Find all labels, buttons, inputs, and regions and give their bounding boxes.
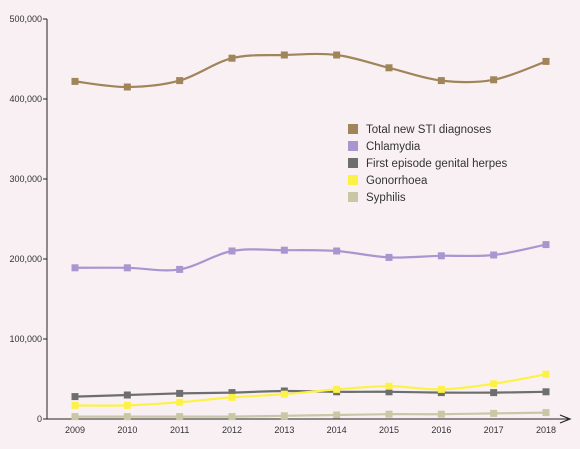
legend-swatch: [348, 124, 358, 134]
data-point: [333, 247, 341, 255]
legend-label: Gonorrhoea: [366, 175, 428, 187]
data-point: [542, 370, 550, 378]
data-point: [280, 412, 288, 420]
x-axis-ticks: 2009 2010 2011 2012 2013 2014 2015 2016 2017 2018: [65, 425, 556, 435]
chart-legend: Total new STI diagnoses Chlamydia First ep…: [348, 124, 508, 204]
series-line: [75, 411, 547, 418]
data-point: [123, 413, 131, 421]
y-tick-label: 200,000: [9, 254, 42, 264]
x-tick-label: 2010: [117, 425, 137, 435]
data-point: [490, 409, 498, 417]
legend-label: Total new STI diagnoses: [366, 124, 492, 136]
data-point: [437, 77, 445, 85]
data-point: [123, 83, 131, 91]
data-point: [333, 411, 341, 419]
series-2: [71, 241, 550, 273]
data-point: [228, 54, 236, 62]
y-tick-label: 100,000: [9, 334, 42, 344]
series-3: [71, 387, 550, 401]
data-point: [228, 247, 236, 255]
legend-swatch: [348, 175, 358, 185]
series-line: [74, 52, 547, 89]
data-point: [490, 76, 498, 84]
data-point: [280, 246, 288, 254]
data-point: [123, 391, 131, 399]
data-point: [333, 51, 341, 59]
y-tick-label: 300,000: [9, 174, 42, 184]
data-point: [176, 413, 184, 421]
x-tick-label: 2009: [65, 425, 85, 435]
chart-series: [71, 51, 550, 421]
data-point: [176, 77, 184, 85]
legend-swatch: [348, 141, 358, 151]
data-point: [280, 390, 288, 398]
data-point: [176, 389, 184, 397]
x-tick-label: 2011: [170, 425, 189, 435]
data-point: [542, 409, 550, 417]
data-point: [71, 393, 79, 401]
data-point: [542, 388, 550, 396]
data-point: [542, 241, 550, 249]
data-point: [385, 253, 393, 261]
data-point: [123, 264, 131, 272]
data-point: [385, 388, 393, 396]
data-point: [490, 380, 498, 388]
data-point: [228, 393, 236, 401]
x-axis-arrow-icon: [559, 414, 572, 424]
data-point: [437, 410, 445, 418]
data-point: [280, 51, 288, 59]
data-point: [385, 410, 393, 418]
y-tick-label: 0: [37, 414, 42, 424]
data-point: [123, 401, 131, 409]
series-line: [74, 373, 547, 407]
legend-swatch: [348, 192, 358, 202]
data-point: [333, 385, 341, 393]
x-tick-label: 2015: [379, 425, 399, 435]
x-tick-label: 2018: [536, 425, 556, 435]
chart-axes: [46, 19, 572, 424]
y-axis-ticks: 0 100,000 200,000 300,000 400,000 500,000: [9, 14, 47, 424]
data-point: [490, 389, 498, 397]
data-point: [176, 265, 184, 273]
data-point: [542, 57, 550, 65]
y-tick-label: 400,000: [9, 94, 42, 104]
x-tick-label: 2013: [274, 425, 294, 435]
data-point: [437, 252, 445, 260]
series-4: [71, 370, 550, 409]
legend-label: Chlamydia: [366, 141, 421, 153]
data-point: [71, 413, 79, 421]
x-tick-label: 2012: [222, 425, 242, 435]
y-tick-label: 500,000: [9, 14, 42, 24]
data-point: [385, 64, 393, 72]
data-point: [176, 398, 184, 406]
x-tick-label: 2017: [484, 425, 504, 435]
legend-label: First episode genital herpes: [366, 158, 508, 170]
data-point: [228, 389, 236, 397]
data-point: [71, 401, 79, 409]
data-point: [71, 77, 79, 85]
series-5: [71, 409, 550, 421]
data-point: [228, 413, 236, 421]
data-point: [437, 385, 445, 393]
data-point: [71, 264, 79, 272]
data-point: [385, 382, 393, 390]
data-point: [490, 251, 498, 259]
legend-label: Syphilis: [366, 192, 406, 204]
legend-swatch: [348, 158, 358, 168]
series-line: [74, 243, 547, 272]
x-tick-label: 2016: [431, 425, 451, 435]
x-tick-label: 2014: [327, 425, 347, 435]
series-1: [71, 51, 550, 91]
